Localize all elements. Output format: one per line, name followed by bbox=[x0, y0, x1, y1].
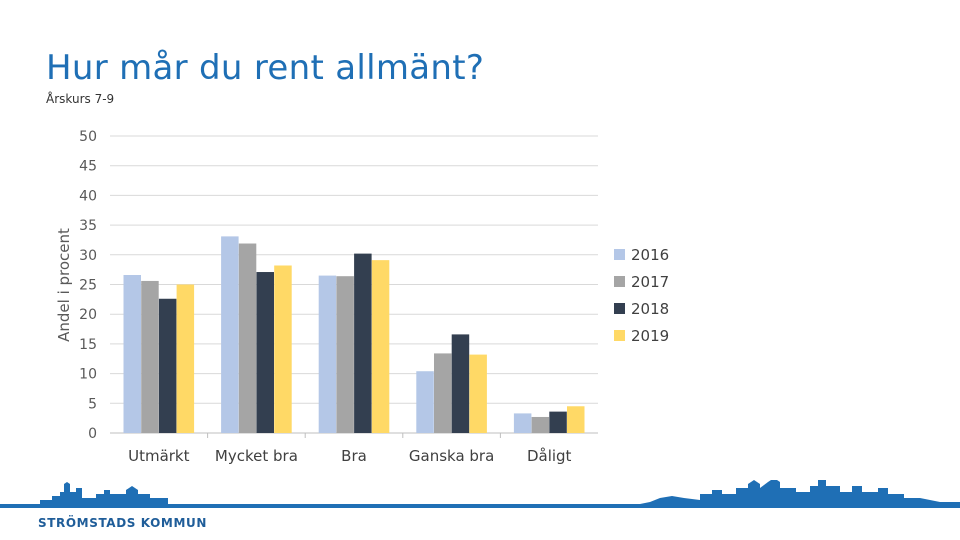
y-tick-label: 40 bbox=[79, 188, 97, 204]
bar-2016 bbox=[123, 274, 141, 433]
y-tick-label: 10 bbox=[79, 367, 97, 383]
bar-2018 bbox=[354, 253, 372, 433]
y-tick-label: 15 bbox=[79, 337, 97, 353]
bar-2019 bbox=[469, 354, 487, 433]
bar-2017 bbox=[531, 416, 550, 433]
bar-2016 bbox=[318, 275, 337, 433]
y-tick-label: 25 bbox=[79, 278, 97, 294]
x-tick-label: Ganska bra bbox=[409, 447, 494, 465]
y-tick-label: 30 bbox=[79, 248, 97, 264]
legend-swatch bbox=[614, 330, 625, 341]
x-tick-label: Dåligt bbox=[527, 447, 572, 465]
bar-2016 bbox=[221, 236, 239, 433]
bar-2018 bbox=[256, 272, 274, 433]
bar-2018 bbox=[451, 334, 470, 433]
legend-label: 2017 bbox=[631, 273, 669, 291]
bar-2016 bbox=[513, 413, 532, 433]
bar-2019 bbox=[371, 260, 390, 433]
legend-swatch bbox=[614, 276, 625, 287]
y-tick-label: 5 bbox=[88, 396, 97, 412]
y-tick-label: 20 bbox=[79, 307, 97, 323]
bar-2017 bbox=[238, 243, 257, 433]
x-axis-ticks: Utmärkt Mycket bra Bra Ganska bra Dåligt bbox=[128, 433, 572, 465]
bar-2018 bbox=[158, 298, 177, 433]
y-tick-label: 35 bbox=[79, 218, 97, 234]
chart-bars bbox=[123, 236, 585, 433]
y-axis-label: Andel i procent bbox=[55, 228, 73, 342]
y-tick-label: 45 bbox=[79, 159, 97, 175]
footer-stripe bbox=[0, 504, 960, 508]
legend-label: 2018 bbox=[631, 300, 669, 318]
bar-2019 bbox=[274, 265, 292, 433]
footer-white bbox=[0, 508, 960, 540]
bar-2019 bbox=[567, 406, 585, 433]
x-tick-label: Mycket bra bbox=[215, 447, 298, 465]
legend-label: 2019 bbox=[631, 327, 669, 345]
page-title: Hur mår du rent allmänt? bbox=[46, 48, 485, 88]
y-tick-label: 0 bbox=[88, 426, 97, 442]
page-subtitle: Årskurs 7-9 bbox=[46, 92, 115, 106]
legend-label: 2016 bbox=[631, 246, 669, 264]
right-skyline-icon bbox=[640, 480, 960, 504]
legend-swatch bbox=[614, 249, 625, 260]
left-skyline-icon bbox=[0, 482, 168, 504]
brand-logo-text: STRÖMSTADS KOMMUN bbox=[38, 516, 208, 530]
y-tick-label: 50 bbox=[79, 129, 97, 145]
y-axis-ticks: 0 5 10 15 20 25 30 35 40 45 50 bbox=[79, 129, 97, 442]
chart-legend: 2016 2017 2018 2019 bbox=[614, 246, 669, 345]
legend-swatch bbox=[614, 303, 625, 314]
x-tick-label: Bra bbox=[341, 447, 367, 465]
bar-chart: 0 5 10 15 20 25 30 35 40 45 50 Andel i procent Utm… bbox=[55, 129, 669, 465]
city-skyline-footer bbox=[0, 480, 960, 540]
bar-2018 bbox=[549, 411, 567, 433]
bar-2017 bbox=[141, 280, 159, 433]
bar-2017 bbox=[434, 353, 452, 433]
x-tick-label: Utmärkt bbox=[128, 447, 190, 465]
bar-2017 bbox=[336, 276, 354, 433]
bar-2019 bbox=[176, 284, 195, 433]
bar-2016 bbox=[416, 371, 434, 433]
